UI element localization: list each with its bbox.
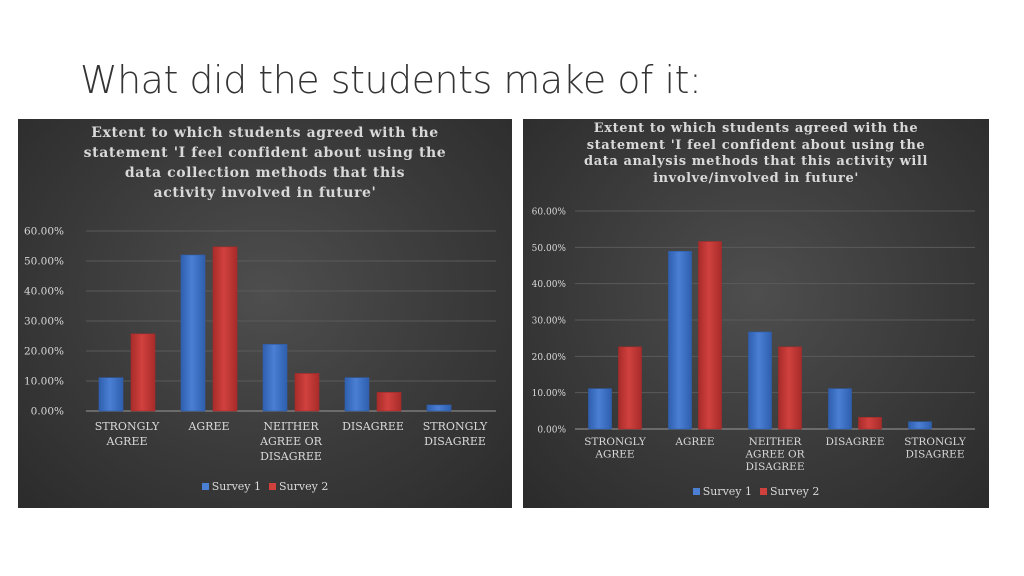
- chart-title-line: statement 'I feel confident about using …: [83, 145, 447, 161]
- y-tick-label: 50.00%: [532, 244, 567, 254]
- y-tick-label: 20.00%: [532, 353, 567, 363]
- chart-title-line: activity involved in future': [153, 185, 377, 201]
- bar-survey-2: [212, 246, 238, 412]
- legend-item-survey-2: Survey 2: [760, 485, 819, 498]
- y-tick-label: 30.00%: [24, 316, 64, 328]
- bar-survey-1: [262, 344, 288, 412]
- bar-chart-data-analysis: 0.00% 10.00% 20.00% 30.00% 40.00% 50.00% 60.00…: [532, 208, 975, 473]
- chart-legend: Survey 1 Survey 2: [18, 480, 512, 493]
- y-tick-label: 30.00%: [532, 317, 567, 327]
- bar-survey-2: [778, 346, 802, 430]
- legend-item-survey-1: Survey 1: [201, 480, 261, 493]
- bar-survey-2: [618, 346, 642, 430]
- legend-label: Survey 2: [279, 480, 329, 493]
- y-tick-label: 10.00%: [532, 389, 567, 399]
- y-tick-label: 10.00%: [24, 376, 64, 388]
- chart-title-line: data analysis methods that this activity…: [584, 154, 928, 169]
- x-category-label: NEITHER AGREE OR DISAGREE: [744, 436, 805, 473]
- y-tick-label: 60.00%: [24, 226, 64, 238]
- y-tick-label: 0.00%: [31, 406, 64, 418]
- bar-survey-1: [426, 404, 452, 412]
- chart-panel-data-analysis: Extent to which students agreed with the…: [523, 119, 989, 508]
- x-category-label: DISAGREE: [342, 420, 404, 433]
- legend-swatch-survey-1: [692, 488, 700, 495]
- legend-item-survey-1: Survey 1: [692, 485, 752, 498]
- bar-survey-2: [858, 417, 882, 430]
- chart-panel-data-collection: Extent to which students agreed with the…: [18, 119, 512, 508]
- legend-label: Survey 2: [770, 485, 820, 498]
- bar-survey-2: [294, 373, 320, 412]
- legend-swatch-survey-1: [201, 483, 209, 490]
- bar-survey-1: [588, 388, 612, 430]
- y-tick-label: 0.00%: [537, 426, 566, 436]
- chart-title-line: Extent to which students agreed with the: [593, 121, 919, 136]
- bar-chart-data-collection: 0.00% 10.00% 20.00% 30.00% 40.00% 50.00% 60.00…: [24, 226, 496, 463]
- x-category-label: DISAGREE: [826, 436, 885, 448]
- legend-swatch-survey-2: [760, 488, 767, 495]
- x-category-label: AGREE: [674, 436, 714, 448]
- x-category-label: STRONGLY DISAGREE: [904, 436, 967, 461]
- bar-survey-1: [748, 331, 772, 430]
- bar-survey-1: [180, 254, 206, 412]
- bar-survey-2: [130, 333, 156, 412]
- x-category-label: AGREE: [187, 420, 229, 433]
- chart-title-line: Extent to which students agreed with the: [91, 125, 439, 141]
- bar-survey-1: [344, 377, 370, 412]
- slide-title: What did the students make of it:: [80, 58, 702, 102]
- y-tick-label: 50.00%: [24, 256, 64, 268]
- chart-title: Extent to which students agreed with the…: [18, 123, 512, 203]
- chart-legend: Survey 1 Survey 2: [523, 485, 989, 498]
- chart-title-line: statement 'I feel confident about using …: [586, 137, 926, 153]
- x-category-label: STRONGLY AGREE: [95, 420, 160, 448]
- chart-title-line: data collection methods that this: [124, 165, 406, 181]
- x-category-label: NEITHER AGREE OR DISAGREE: [259, 420, 323, 463]
- y-tick-label: 40.00%: [24, 286, 64, 298]
- bar-survey-1: [668, 251, 692, 430]
- legend-label: Survey 1: [211, 480, 261, 493]
- x-category-label: STRONGLY DISAGREE: [423, 420, 488, 448]
- bar-survey-1: [908, 421, 932, 430]
- legend-label: Survey 1: [702, 485, 752, 498]
- y-tick-label: 20.00%: [24, 346, 64, 358]
- y-tick-label: 60.00%: [532, 208, 567, 218]
- legend-item-survey-2: Survey 2: [269, 480, 328, 493]
- x-category-label: STRONGLY AGREE: [584, 436, 647, 461]
- legend-swatch-survey-2: [269, 483, 276, 490]
- chart-title: Extent to which students agreed with the…: [523, 121, 989, 187]
- y-tick-label: 40.00%: [532, 280, 567, 290]
- chart-title-line: involve/involved in future': [653, 170, 859, 186]
- bar-survey-1: [98, 377, 124, 412]
- bar-survey-2: [376, 392, 402, 412]
- bar-survey-1: [828, 388, 852, 430]
- bar-survey-2: [698, 241, 722, 430]
